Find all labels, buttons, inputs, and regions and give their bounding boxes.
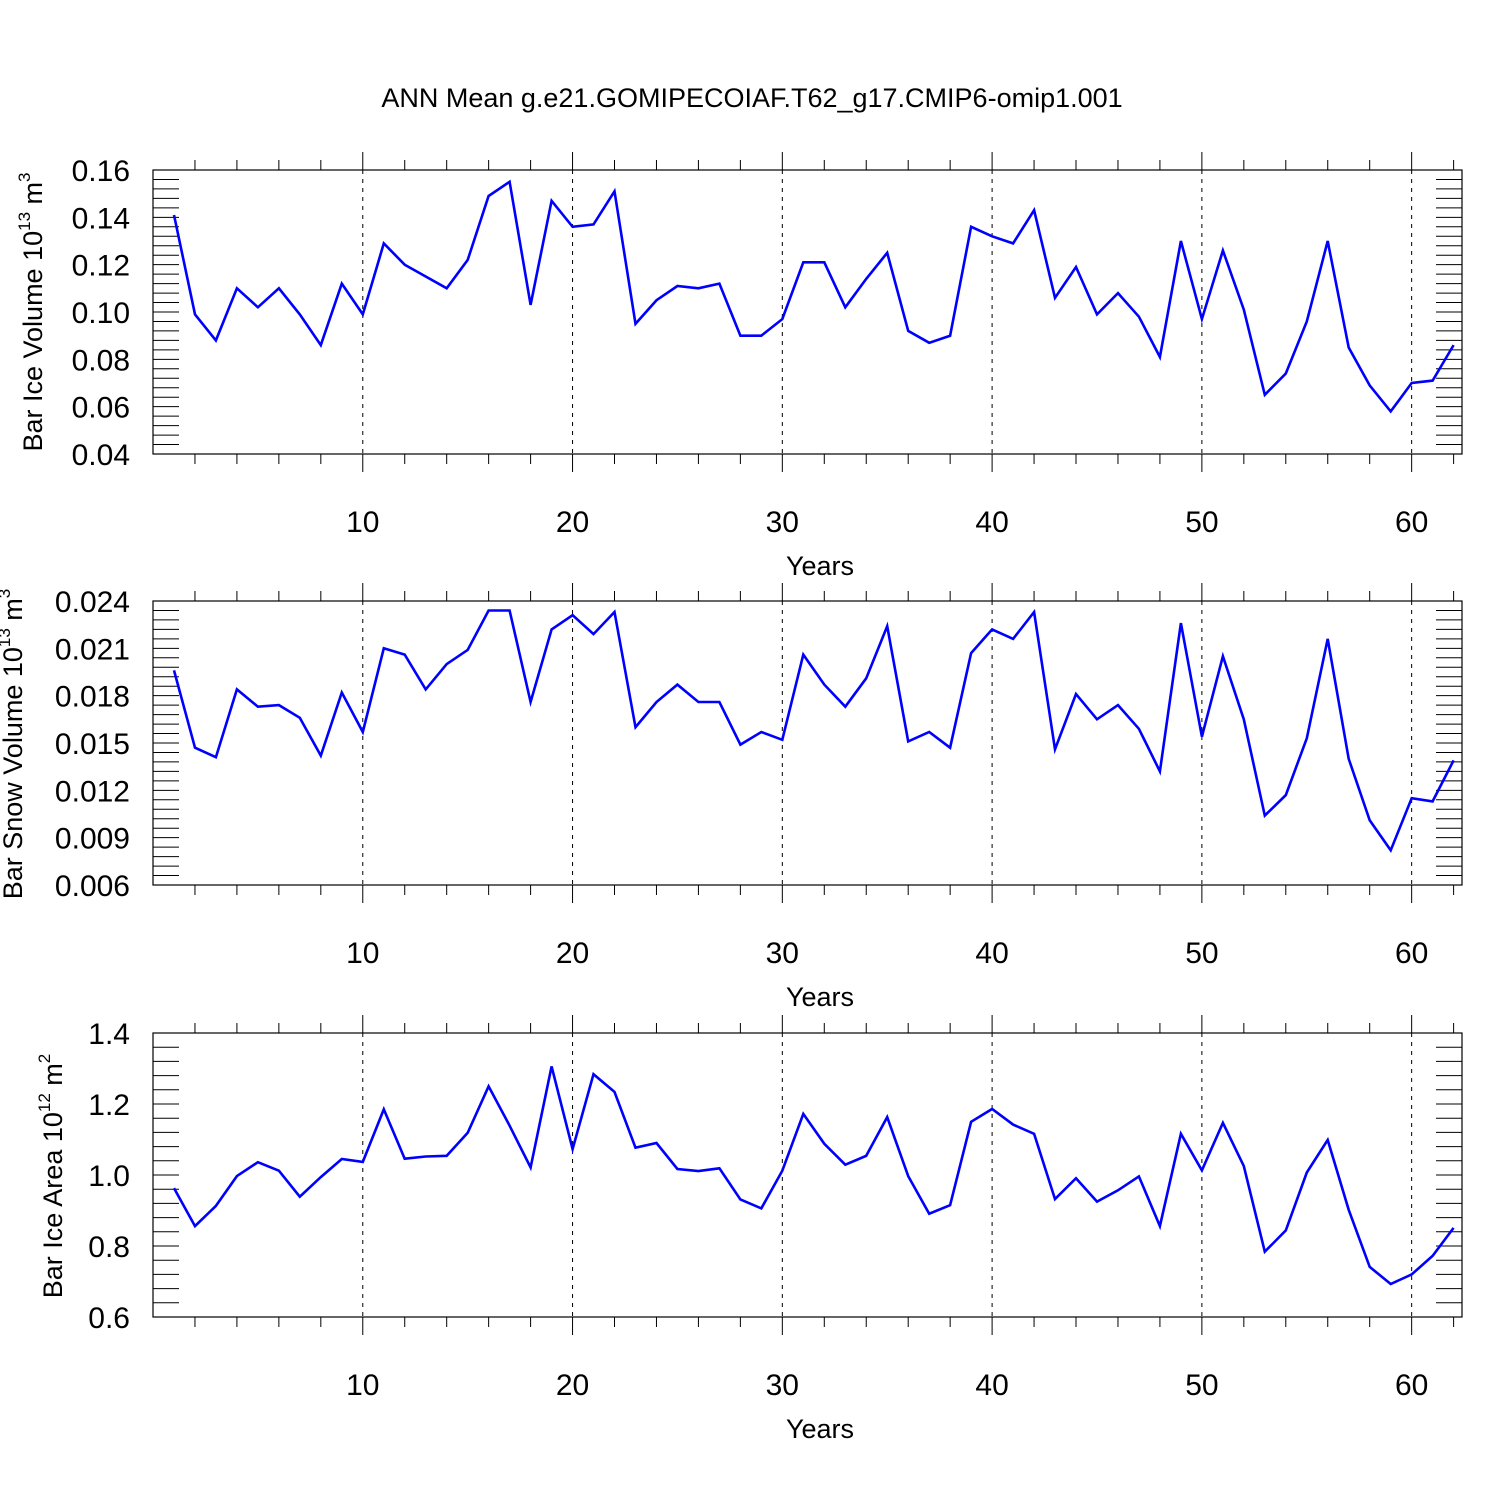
y-tick-label: 1.2 xyxy=(88,1089,130,1122)
x-tick-label: 50 xyxy=(1185,937,1218,970)
y-axis-label-text: Bar Ice Area 10 xyxy=(38,1112,68,1298)
x-tick-label: 30 xyxy=(766,506,799,539)
figure-title: ANN Mean g.e21.GOMIPECOIAF.T62_g17.CMIP6… xyxy=(381,83,1122,113)
y-tick-label: 0.10 xyxy=(72,297,130,330)
series-line xyxy=(172,1066,1455,1286)
y-axis-label: Bar Snow Volume 1013 m3 xyxy=(0,589,28,900)
x-tick-label: 60 xyxy=(1395,1369,1428,1402)
y-tick-label: 0.04 xyxy=(72,439,130,472)
y-tick-label: 0.06 xyxy=(72,392,130,425)
y-axis-label-exponent: 13 xyxy=(15,212,34,231)
y-axis-label-unit: m xyxy=(38,1063,68,1093)
y-tick-label: 1.0 xyxy=(88,1160,130,1193)
plot-frame xyxy=(152,1032,1463,1318)
x-tick-label: 40 xyxy=(975,506,1008,539)
y-axis-label-unit-exponent: 3 xyxy=(0,589,14,598)
y-tick-label: 0.12 xyxy=(72,250,130,283)
x-tick-label: 10 xyxy=(346,1369,379,1402)
y-tick-label: 0.012 xyxy=(55,775,130,808)
y-tick-label: 0.021 xyxy=(55,633,130,666)
plot-frame xyxy=(152,600,1463,886)
x-axis-label: Years xyxy=(786,1414,854,1444)
panel-snow-volume: Bar Snow Volume 1013 m3 Years 10 20 30 40 50… xyxy=(0,583,1463,1012)
y-tick-label: 0.006 xyxy=(55,870,130,903)
y-axis-label-unit: m xyxy=(18,182,48,212)
x-tick-label: 40 xyxy=(975,937,1008,970)
y-tick-label: 0.08 xyxy=(72,344,130,377)
y-tick-label: 0.8 xyxy=(88,1231,130,1264)
y-axis-label: Bar Ice Volume 1013 m3 xyxy=(15,172,48,451)
y-tick-label: 1.4 xyxy=(88,1018,130,1051)
y-tick-label: 0.009 xyxy=(55,823,130,856)
y-axis-label-exponent: 13 xyxy=(0,628,14,647)
x-tick-label: 20 xyxy=(556,506,589,539)
y-axis-label-text: Bar Ice Volume 10 xyxy=(18,231,48,452)
y-tick-label: 0.018 xyxy=(55,681,130,714)
x-tick-label: 10 xyxy=(346,506,379,539)
x-axis-label: Years xyxy=(786,551,854,581)
x-tick-label: 20 xyxy=(556,1369,589,1402)
plot-frame xyxy=(152,169,1463,455)
x-tick-label: 60 xyxy=(1395,937,1428,970)
y-axis-label: Bar Ice Area 1012 m2 xyxy=(35,1054,68,1299)
x-tick-label: 60 xyxy=(1395,506,1428,539)
x-tick-label: 20 xyxy=(556,937,589,970)
panel-ice-area: Bar Ice Area 1012 m2 Years 10 20 30 40 50 60 0… xyxy=(35,1015,1463,1444)
y-tick-label: 0.015 xyxy=(55,728,130,761)
y-axis-label-text: Bar Snow Volume 10 xyxy=(0,647,28,899)
series-line xyxy=(172,608,1455,854)
x-tick-label: 30 xyxy=(766,937,799,970)
x-tick-label: 50 xyxy=(1185,506,1218,539)
y-tick-label: 0.14 xyxy=(72,202,130,235)
x-axis-label: Years xyxy=(786,982,854,1012)
y-tick-label: 0.6 xyxy=(88,1302,130,1335)
y-axis-label-unit-exponent: 3 xyxy=(15,172,34,181)
x-tick-label: 50 xyxy=(1185,1369,1218,1402)
y-axis-label-unit: m xyxy=(0,598,28,628)
y-axis-label-unit-exponent: 2 xyxy=(35,1054,54,1063)
y-tick-label: 0.024 xyxy=(55,586,130,619)
y-tick-label: 0.16 xyxy=(72,155,130,188)
x-tick-label: 10 xyxy=(346,937,379,970)
x-tick-label: 30 xyxy=(766,1369,799,1402)
x-tick-label: 40 xyxy=(975,1369,1008,1402)
y-axis-label-exponent: 12 xyxy=(35,1093,54,1112)
series-line xyxy=(172,179,1455,414)
panel-ice-volume: Bar Ice Volume 1013 m3 Years 10 20 30 40 50 6… xyxy=(15,152,1463,581)
